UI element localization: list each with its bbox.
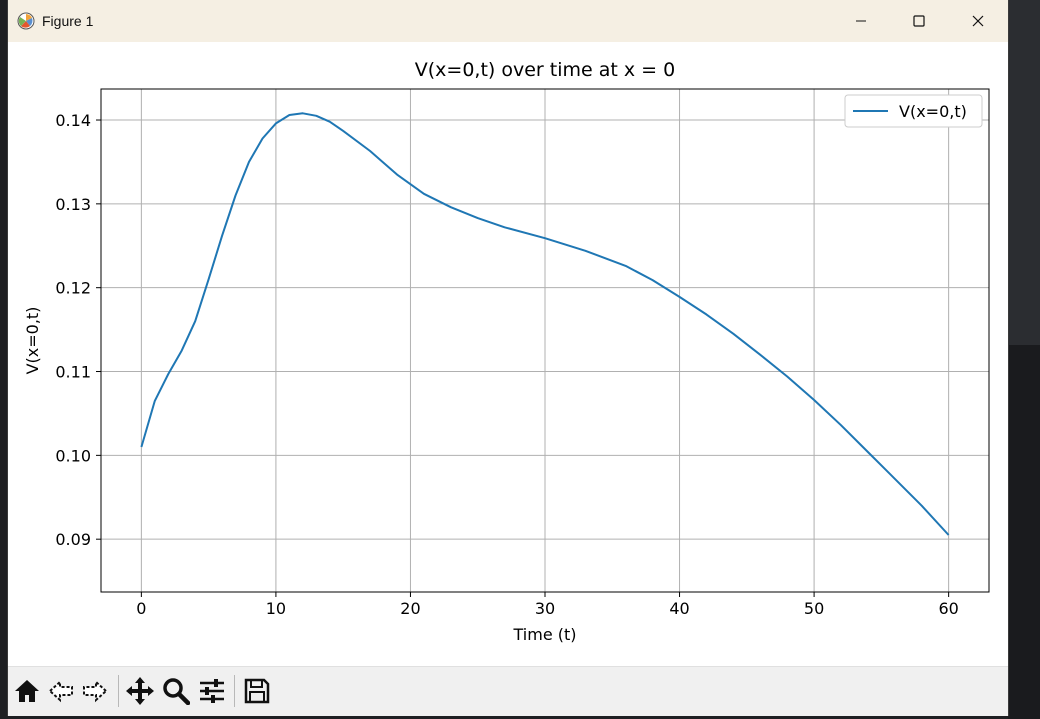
home-icon <box>15 680 39 702</box>
x-tick-label: 60 <box>938 599 958 618</box>
toolbar-separator <box>118 675 119 707</box>
y-tick-label: 0.09 <box>55 530 91 549</box>
series-layer <box>140 112 950 536</box>
toolbar-separator <box>234 675 235 707</box>
x-tick-label: 0 <box>136 599 146 618</box>
close-button[interactable] <box>949 0 1007 42</box>
close-icon <box>972 15 984 27</box>
background-editor-area-lower <box>1008 345 1040 719</box>
figure-window: Figure 1 0 10 20 30 40 50 60 0.09 0.10 0.11 0.12 0… <box>8 0 1008 716</box>
maximize-icon <box>913 15 925 27</box>
y-tick-label: 0.12 <box>55 279 91 298</box>
pan-icon <box>126 677 154 705</box>
grid-lines <box>101 89 989 592</box>
y-axis-ticks: 0.09 0.10 0.11 0.12 0.13 0.14 <box>55 111 101 549</box>
legend-label: V(x=0,t) <box>899 102 967 121</box>
figure-canvas[interactable]: 0 10 20 30 40 50 60 0.09 0.10 0.11 0.12 0.13 0.14 V… <box>8 42 1008 666</box>
x-axis-label: Time (t) <box>513 625 577 644</box>
save-icon <box>244 678 270 704</box>
x-axis-ticks: 0 10 20 30 40 50 60 <box>136 592 959 618</box>
x-tick-label: 20 <box>400 599 420 618</box>
matplotlib-icon <box>17 12 35 30</box>
minimize-button[interactable] <box>832 0 890 42</box>
pan-button[interactable] <box>124 675 156 707</box>
y-tick-label: 0.11 <box>55 363 91 382</box>
title-bar[interactable]: Figure 1 <box>8 0 1008 42</box>
legend-box <box>844 94 983 128</box>
back-icon <box>48 679 73 703</box>
x-tick-label: 40 <box>669 599 689 618</box>
y-tick-label: 0.10 <box>55 446 91 465</box>
home-button[interactable] <box>11 675 43 707</box>
y-tick-label: 0.14 <box>55 111 91 130</box>
x-tick-label: 10 <box>266 599 286 618</box>
forward-icon <box>83 679 108 703</box>
line-chart: 0 10 20 30 40 50 60 0.09 0.10 0.11 0.12 0.13 0.14 V… <box>23 59 990 644</box>
x-tick-label: 50 <box>804 599 824 618</box>
axes-frame <box>100 88 990 593</box>
back-button[interactable] <box>45 675 77 707</box>
configure-subplots-button[interactable] <box>196 675 228 707</box>
window-title: Figure 1 <box>42 13 94 29</box>
x-tick-label: 30 <box>535 599 555 618</box>
y-axis-label: V(x=0,t) <box>23 307 42 375</box>
legend: V(x=0,t) <box>844 94 983 128</box>
save-button[interactable] <box>241 675 273 707</box>
zoom-icon <box>163 678 190 705</box>
y-tick-label: 0.13 <box>55 195 91 214</box>
maximize-button[interactable] <box>890 0 948 42</box>
series-line <box>140 112 950 536</box>
navigation-toolbar <box>8 666 1008 716</box>
configure-subplots-icon <box>200 679 224 703</box>
chart-title: V(x=0,t) over time at x = 0 <box>415 59 675 81</box>
zoom-button[interactable] <box>160 675 192 707</box>
minimize-icon <box>856 20 866 22</box>
forward-button[interactable] <box>79 675 111 707</box>
background-editor-area <box>1008 0 1040 345</box>
